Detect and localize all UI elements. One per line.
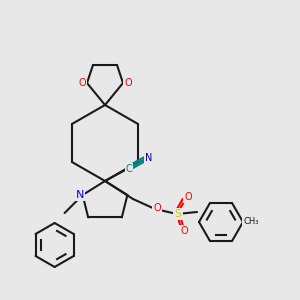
Text: C: C <box>126 164 132 174</box>
Text: N: N <box>145 153 153 163</box>
Text: CH₃: CH₃ <box>243 218 259 226</box>
Text: O: O <box>153 203 161 213</box>
Text: O: O <box>124 78 132 88</box>
Text: O: O <box>78 78 86 88</box>
Text: O: O <box>184 192 192 202</box>
Text: S: S <box>174 209 182 219</box>
Text: N: N <box>75 190 84 200</box>
Text: O: O <box>180 226 188 236</box>
